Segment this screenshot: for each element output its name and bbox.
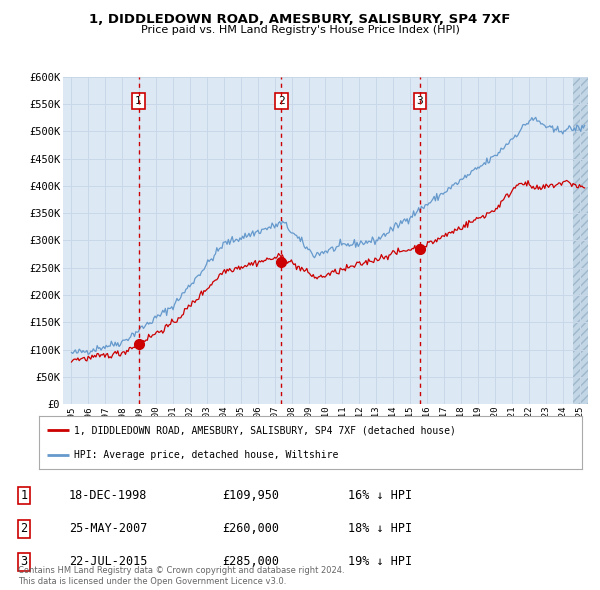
Text: £260,000: £260,000 — [222, 522, 279, 535]
Text: 3: 3 — [416, 96, 423, 106]
Text: 1: 1 — [20, 489, 28, 502]
Text: 22-JUL-2015: 22-JUL-2015 — [69, 555, 148, 568]
Bar — [573, 77, 588, 404]
Text: 1: 1 — [135, 96, 142, 106]
Text: 2: 2 — [278, 96, 285, 106]
Bar — [573, 77, 588, 404]
Text: 25-MAY-2007: 25-MAY-2007 — [69, 522, 148, 535]
Text: HPI: Average price, detached house, Wiltshire: HPI: Average price, detached house, Wilt… — [74, 450, 338, 460]
Text: £109,950: £109,950 — [222, 489, 279, 502]
Text: 1, DIDDLEDOWN ROAD, AMESBURY, SALISBURY, SP4 7XF (detached house): 1, DIDDLEDOWN ROAD, AMESBURY, SALISBURY,… — [74, 425, 456, 435]
Text: This data is licensed under the Open Government Licence v3.0.: This data is licensed under the Open Gov… — [18, 577, 286, 586]
Text: Price paid vs. HM Land Registry's House Price Index (HPI): Price paid vs. HM Land Registry's House … — [140, 25, 460, 35]
Text: £285,000: £285,000 — [222, 555, 279, 568]
Text: 19% ↓ HPI: 19% ↓ HPI — [348, 555, 412, 568]
Text: 16% ↓ HPI: 16% ↓ HPI — [348, 489, 412, 502]
Text: 18% ↓ HPI: 18% ↓ HPI — [348, 522, 412, 535]
Text: Contains HM Land Registry data © Crown copyright and database right 2024.: Contains HM Land Registry data © Crown c… — [18, 566, 344, 575]
Text: 2: 2 — [20, 522, 28, 535]
Text: 18-DEC-1998: 18-DEC-1998 — [69, 489, 148, 502]
Text: 1, DIDDLEDOWN ROAD, AMESBURY, SALISBURY, SP4 7XF: 1, DIDDLEDOWN ROAD, AMESBURY, SALISBURY,… — [89, 13, 511, 26]
Text: 3: 3 — [20, 555, 28, 568]
